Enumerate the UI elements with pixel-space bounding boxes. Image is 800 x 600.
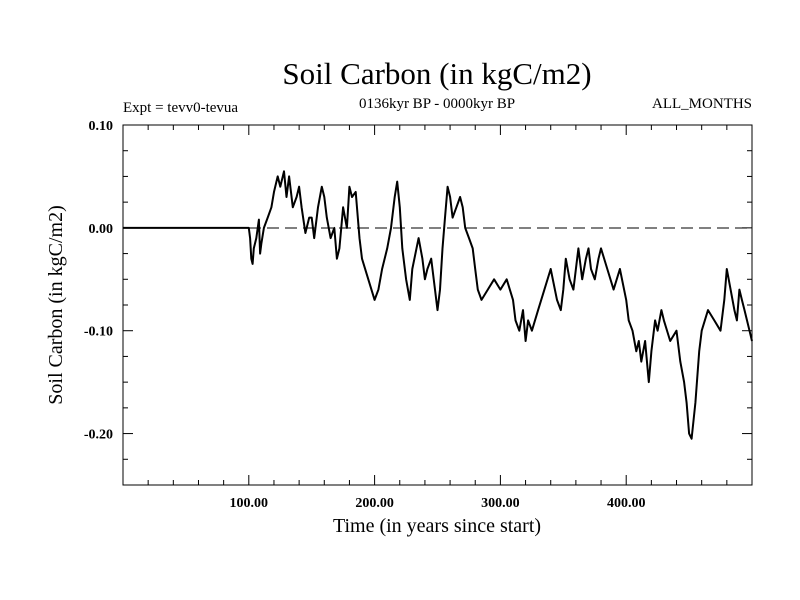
period-label: ALL_MONTHS: [652, 96, 752, 112]
chart-title: Soil Carbon (in kgC/m2): [282, 56, 591, 91]
y-axis-ticks: 0.10 0.00 -0.10 -0.20: [84, 119, 752, 460]
y-tick-label: 0.00: [89, 222, 114, 237]
soil-carbon-series-line: [123, 170, 753, 440]
x-tick-label: 100.00: [230, 496, 269, 511]
experiment-label: Expt = tevv0-tevua: [123, 100, 238, 116]
y-tick-label: -0.10: [84, 325, 113, 340]
x-tick-label: 200.00: [355, 496, 394, 511]
y-tick-label: 0.10: [89, 119, 114, 134]
x-axis-ticks: 100.00 200.00 300.00 400.00: [147, 125, 728, 511]
x-axis-label: Time (in years since start): [333, 515, 541, 537]
chart-subtitle: 0136kyr BP - 0000kyr BP: [359, 96, 515, 112]
y-tick-label: -0.20: [84, 428, 113, 443]
y-axis-label: Soil Carbon (in kgC/m2): [45, 205, 67, 404]
plot-frame: [122, 124, 753, 486]
x-tick-label: 400.00: [607, 496, 646, 511]
x-tick-label: 300.00: [481, 496, 520, 511]
